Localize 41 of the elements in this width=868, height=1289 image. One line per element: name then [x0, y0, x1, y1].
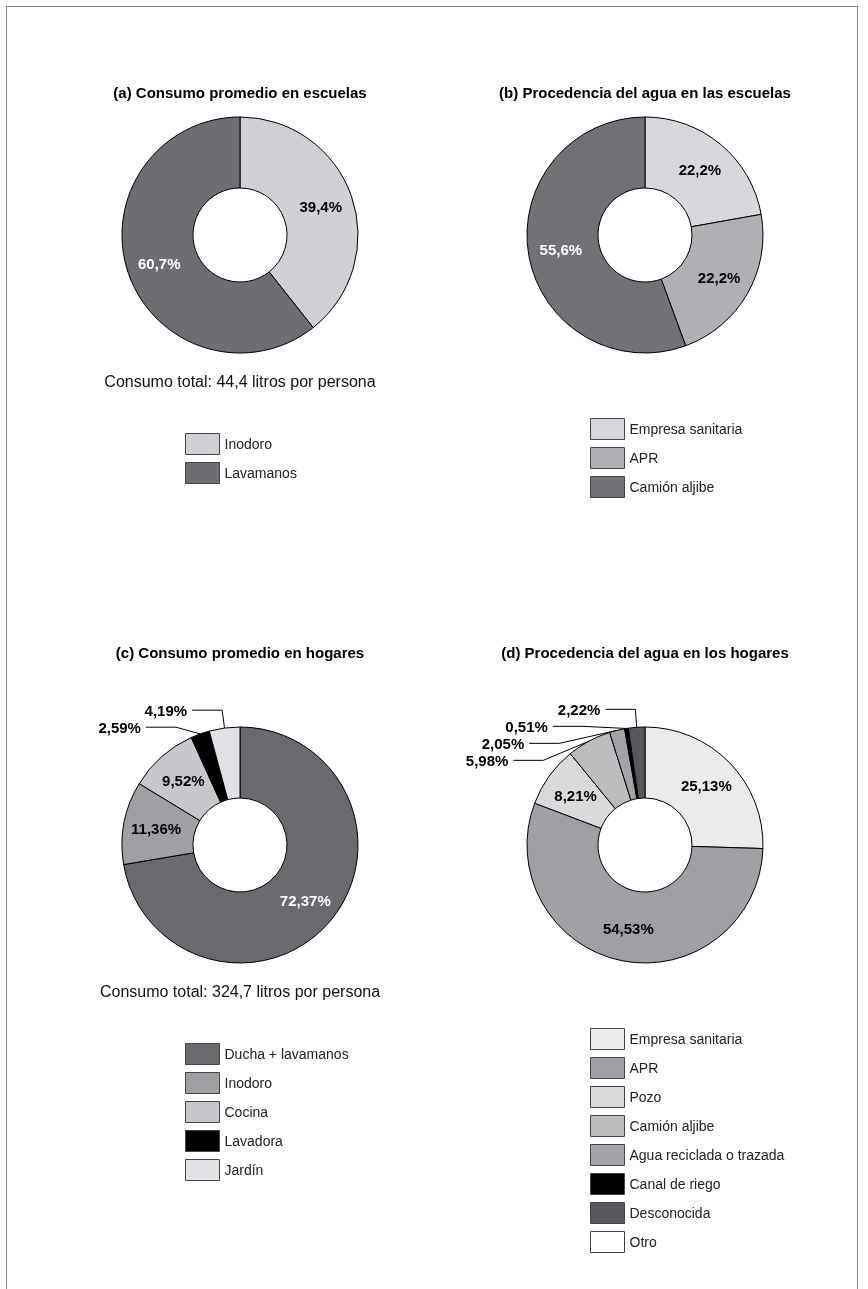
data-label: 25,13% — [680, 776, 732, 794]
chart-title: (d) Procedencia del agua en los hogares — [501, 644, 789, 661]
legend-label: Desconocida — [629, 1205, 711, 1221]
data-label: 55,6% — [539, 241, 583, 259]
legend-label: Agua reciclada o trazada — [629, 1147, 785, 1163]
legend-label: Camión aljibe — [629, 479, 715, 495]
legend-label: Lavadora — [224, 1133, 284, 1149]
text: Consumo total: 44,4 litros por persona — [104, 372, 376, 390]
data-label: 8,21% — [554, 786, 597, 804]
legend-label: Cocina — [224, 1104, 269, 1120]
data-label: 2,05% — [481, 734, 525, 752]
data-label: 2,22% — [557, 700, 601, 718]
legend-label: Ducha + lavamanos — [224, 1046, 349, 1062]
data-label: 11,36% — [131, 820, 182, 838]
chart-title: (c) Consumo promedio en hogares — [115, 644, 365, 661]
data-label: 54,53% — [602, 920, 654, 938]
legend-label: APR — [629, 1060, 659, 1076]
legend-label: Empresa sanitaria — [629, 421, 743, 437]
legend-label: Canal de riego — [629, 1176, 721, 1192]
data-label: 2,59% — [98, 718, 141, 736]
text: Consumo total: 324,7 litros por persona — [99, 982, 381, 1000]
legend-label: Camión aljibe — [629, 1118, 715, 1134]
legend-label: Jardín — [224, 1162, 264, 1178]
data-label: 4,19% — [144, 701, 188, 719]
data-label: 39,4% — [299, 198, 343, 216]
data-label: 72,37% — [279, 891, 331, 909]
chart-title: (a) Consumo promedio en escuelas — [113, 84, 367, 101]
legend-label: Pozo — [629, 1089, 662, 1105]
legend-label: Otro — [629, 1234, 657, 1250]
legend-label: Inodoro — [224, 436, 273, 452]
legend-label: APR — [629, 450, 659, 466]
data-label: 0,51% — [505, 717, 548, 735]
data-label: 22,2% — [678, 160, 722, 178]
data-label: 9,52% — [162, 772, 205, 790]
data-label: 60,7% — [137, 254, 181, 272]
legend-label: Empresa sanitaria — [629, 1031, 743, 1047]
legend-label: Inodoro — [224, 1075, 273, 1091]
chart-title: (b) Procedencia del agua en las escuelas — [499, 84, 791, 101]
legend-label: Lavamanos — [224, 465, 297, 481]
data-label: 22,2% — [697, 269, 741, 287]
data-label: 5,98% — [465, 751, 509, 769]
